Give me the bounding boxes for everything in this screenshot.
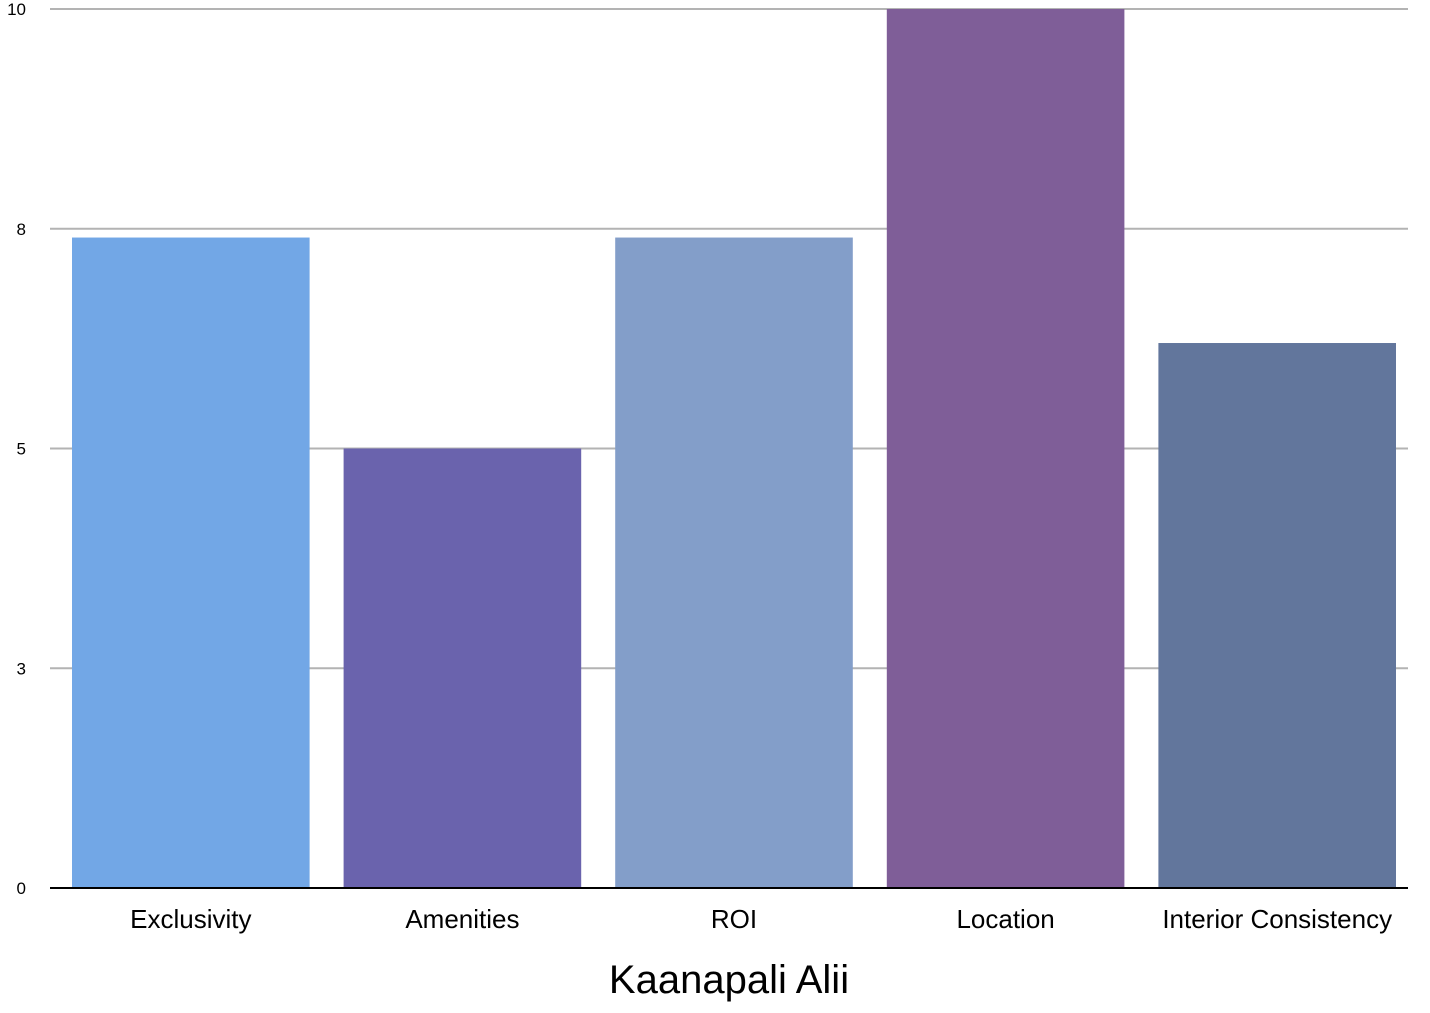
x-category-label: Location xyxy=(956,904,1054,934)
y-tick-label: 3 xyxy=(17,659,26,678)
y-tick-label: 10 xyxy=(7,0,26,19)
bar-roi xyxy=(615,237,853,889)
x-category-label: Amenities xyxy=(405,904,519,934)
x-axis-title: Kaanapali Alii xyxy=(609,958,849,1002)
y-tick-label: 5 xyxy=(17,440,26,459)
y-axis-ticks: 0 3 5 8 10 xyxy=(7,0,26,898)
bar-location xyxy=(886,9,1125,888)
x-category-label: Exclusivity xyxy=(130,904,251,934)
x-category-label: Interior Consistency xyxy=(1162,904,1392,934)
bar-interior-consistency xyxy=(1158,343,1396,888)
x-axis-labels: Exclusivity Amenities ROI Location Interior … xyxy=(130,904,1392,934)
y-tick-label: 0 xyxy=(17,879,26,898)
bars xyxy=(72,9,1396,889)
bar-amenities xyxy=(343,448,582,888)
x-category-label: ROI xyxy=(711,904,757,934)
bar-exclusivity xyxy=(72,237,310,889)
y-tick-label: 8 xyxy=(17,220,26,239)
